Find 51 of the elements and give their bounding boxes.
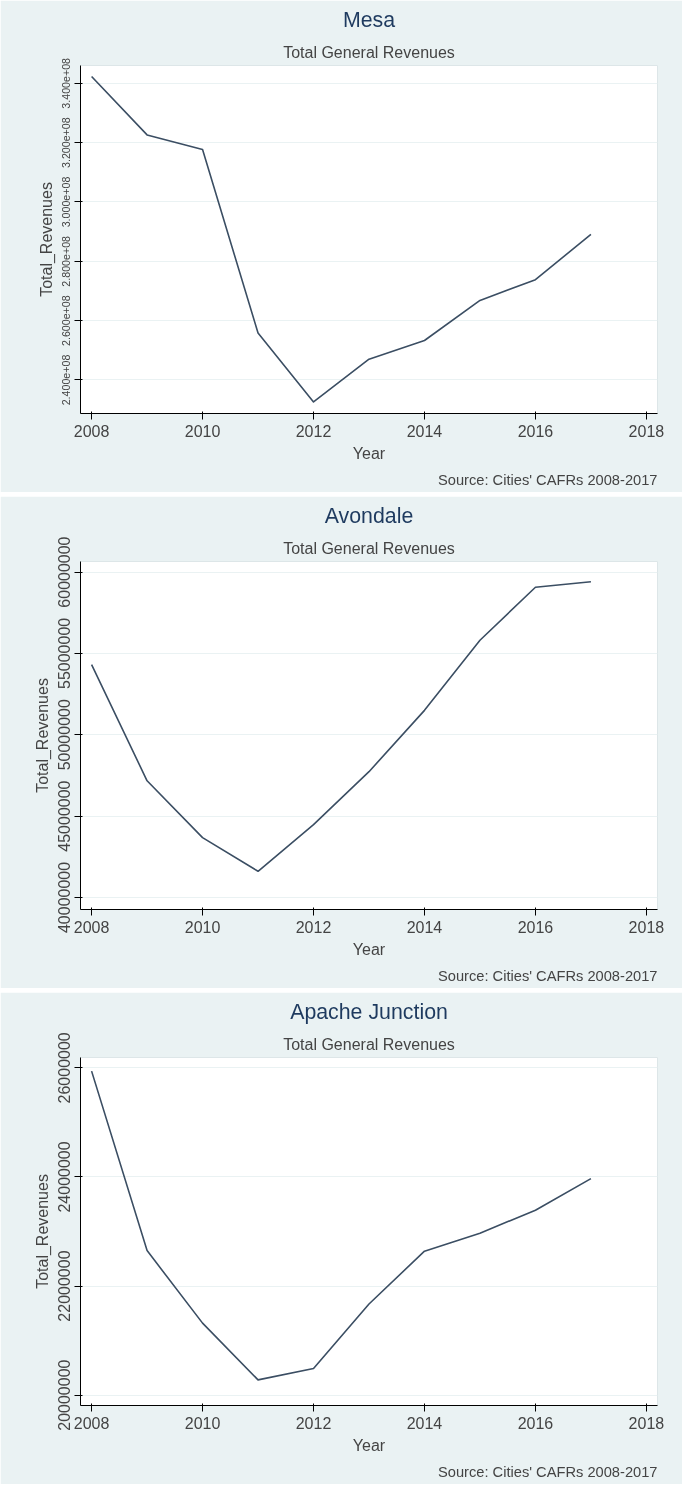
x-tick-label: 2012 (295, 422, 332, 440)
x-tick-label: 2014 (406, 422, 443, 440)
y-tick-label: 50000000 (56, 699, 74, 771)
line-series (90, 75, 592, 403)
source-note: Source: Cities' CAFRs 2008-2017 (438, 967, 658, 984)
line-series (90, 1070, 592, 1381)
source-note: Source: Cities' CAFRs 2008-2017 (438, 471, 658, 488)
x-axis-title: Year (352, 444, 386, 462)
x-axis-title: Year (352, 940, 386, 958)
y-axis-title: Total_Revenues (33, 1174, 52, 1289)
y-tick-label: 26000000 (56, 1032, 74, 1104)
x-tick-label: 2018 (628, 422, 665, 440)
x-tick-label: 2012 (295, 1414, 332, 1432)
x-tick-label: 2010 (184, 918, 221, 936)
x-tick-label: 2016 (517, 918, 554, 936)
line-series (90, 580, 592, 873)
y-tick-label: 24000000 (56, 1141, 74, 1213)
y-tick-label: 55000000 (56, 617, 74, 690)
x-tick-label: 2016 (517, 1414, 554, 1432)
chart-subtitle: Total General Revenues (283, 539, 455, 557)
y-tick-label: 60000000 (56, 536, 74, 608)
chart-title: Avondale (324, 503, 414, 528)
x-tick-label: 2010 (184, 422, 221, 440)
x-tick-label: 2016 (517, 422, 554, 440)
y-tick-label: 3.000e+08 (60, 176, 73, 228)
y-tick-label: 3.200e+08 (60, 117, 73, 168)
y-axis-title: Total_Revenues (37, 182, 56, 297)
x-tick-label: 2008 (73, 422, 110, 440)
y-tick-label: 20000000 (56, 1359, 74, 1431)
chart-title: Apache Junction (290, 999, 448, 1024)
chart-subtitle: Total General Revenues (283, 1035, 455, 1053)
x-tick-label: 2014 (406, 918, 443, 936)
x-tick-label: 2018 (628, 918, 665, 936)
x-tick-label: 2008 (73, 918, 110, 936)
y-tick-label: 45000000 (56, 780, 74, 852)
y-tick-label: 2.800e+08 (60, 235, 73, 287)
x-tick-label: 2010 (184, 1414, 221, 1432)
chart-subtitle: Total General Revenues (283, 43, 455, 61)
y-tick-label: 2.400e+08 (60, 354, 73, 406)
x-tick-label: 2014 (406, 1414, 443, 1432)
x-tick-label: 2018 (628, 1414, 665, 1432)
y-tick-label: 3.400e+08 (60, 57, 73, 109)
x-axis-title: Year (352, 1436, 386, 1454)
chart-title: Mesa (342, 7, 396, 32)
y-axis-title: Total_Revenues (33, 678, 52, 793)
x-tick-label: 2008 (73, 1414, 110, 1432)
source-note: Source: Cities' CAFRs 2008-2017 (438, 1463, 658, 1480)
y-tick-label: 2.600e+08 (60, 295, 73, 346)
y-tick-label: 22000000 (56, 1250, 74, 1322)
y-tick-label: 40000000 (56, 861, 74, 934)
x-tick-label: 2012 (295, 918, 332, 936)
